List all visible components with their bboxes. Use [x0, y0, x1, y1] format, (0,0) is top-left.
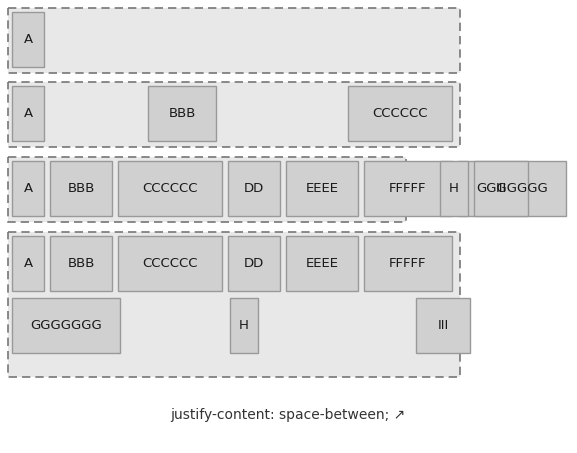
Bar	[416, 298, 470, 353]
Text: DD: DD	[244, 182, 264, 195]
Text: CCCCCC: CCCCCC	[372, 107, 428, 120]
Bar	[440, 161, 468, 216]
Bar	[118, 236, 222, 291]
Text: DD: DD	[244, 257, 264, 270]
Text: EEEE: EEEE	[305, 257, 339, 270]
Text: A: A	[24, 257, 32, 270]
Text: CCCCCC: CCCCCC	[143, 182, 198, 195]
Text: EEEE: EEEE	[305, 182, 339, 195]
Bar	[12, 161, 44, 216]
Text: BBB: BBB	[168, 107, 196, 120]
Bar	[474, 161, 528, 216]
Text: FFFFF: FFFFF	[389, 182, 427, 195]
Bar	[12, 236, 44, 291]
Bar	[286, 236, 358, 291]
Bar	[230, 298, 258, 353]
Bar	[348, 86, 452, 141]
Text: A: A	[24, 33, 32, 46]
Bar	[12, 86, 44, 141]
Bar	[364, 161, 452, 216]
Bar	[458, 161, 566, 216]
Text: H: H	[449, 182, 459, 195]
Bar	[50, 161, 112, 216]
Text: FFFFF: FFFFF	[389, 257, 427, 270]
Text: GGGGGGG: GGGGGGG	[30, 319, 102, 332]
Bar	[364, 236, 452, 291]
Bar	[8, 8, 460, 73]
Text: GGGGGGG: GGGGGGG	[476, 182, 548, 195]
Bar	[12, 12, 44, 67]
Text: BBB: BBB	[68, 257, 95, 270]
Text: H: H	[239, 319, 249, 332]
Text: BBB: BBB	[68, 182, 95, 195]
Bar	[286, 161, 358, 216]
Text: III: III	[437, 319, 449, 332]
Bar	[148, 86, 216, 141]
Bar	[50, 236, 112, 291]
Bar	[12, 298, 120, 353]
Bar	[118, 161, 222, 216]
Bar	[8, 82, 460, 147]
Text: CCCCCC: CCCCCC	[143, 257, 198, 270]
Bar	[228, 161, 280, 216]
Bar	[228, 236, 280, 291]
Text: A: A	[24, 107, 32, 120]
Text: justify-content: space-between; ↗: justify-content: space-between; ↗	[170, 408, 406, 422]
Text: A: A	[24, 182, 32, 195]
Bar	[8, 232, 460, 377]
Text: III: III	[496, 182, 507, 195]
Bar	[8, 157, 406, 222]
